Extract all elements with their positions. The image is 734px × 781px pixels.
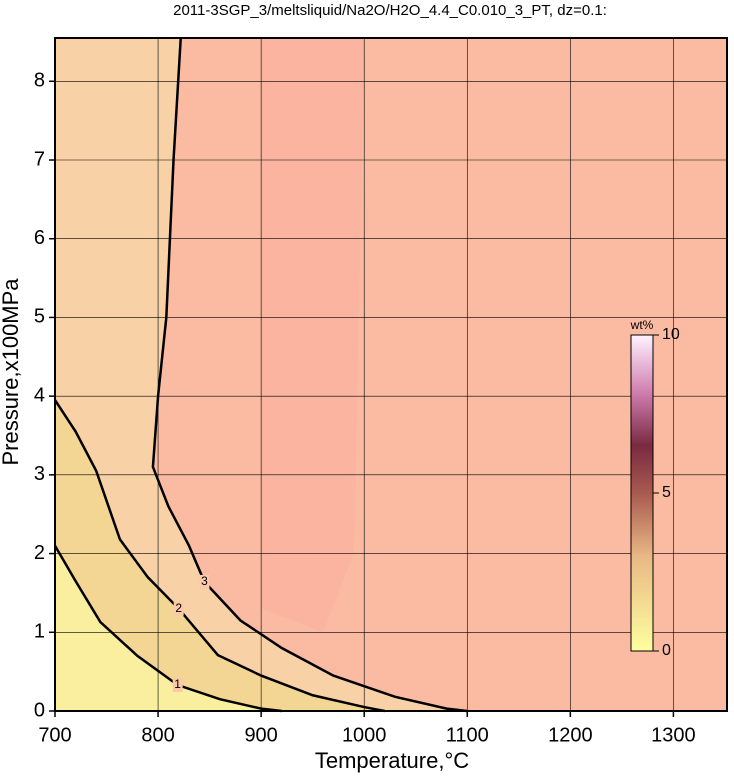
y-tick-label: 7	[34, 148, 45, 170]
background-band	[261, 38, 365, 633]
y-tick-label: 2	[34, 542, 45, 564]
contour-line	[151, 37, 468, 713]
x-axis-label: Temperature,°C	[315, 748, 469, 773]
y-tick-label: 5	[34, 306, 45, 328]
plot-frame	[54, 37, 728, 712]
contour-label: 2	[175, 601, 182, 615]
x-tick-label: 1000	[342, 724, 387, 746]
contour-label-bg	[199, 574, 210, 589]
x-tick-label: 1200	[548, 724, 593, 746]
x-tick-label: 800	[141, 724, 174, 746]
contour-label: 3	[201, 574, 208, 588]
x-tick-label: 900	[244, 724, 277, 746]
colorbar-tick-label: 5	[662, 484, 671, 501]
contour-region	[55, 38, 282, 711]
contour-label: 1	[174, 677, 181, 691]
colorbar-tick-label: 10	[662, 326, 680, 343]
colorbar-tick-label: 0	[662, 642, 671, 659]
y-tick-label: 4	[34, 384, 45, 406]
y-tick-label: 1	[34, 621, 45, 643]
y-tick-label: 8	[34, 70, 45, 92]
y-tick-label: 6	[34, 227, 45, 249]
colorbar	[630, 334, 654, 652]
y-tick-label: 0	[34, 699, 45, 721]
contour-line	[53, 545, 282, 713]
x-tick-label: 1300	[651, 724, 696, 746]
x-tick-label: 700	[38, 724, 71, 746]
contour-label-bg	[172, 678, 183, 693]
y-tick-label: 3	[34, 463, 45, 485]
x-tick-label: 1100	[446, 724, 489, 746]
contour-label-bg	[173, 601, 184, 616]
chart-title: 2011-3SGP_3/meltsliquid/Na2O/H2O_4.4_C0.…	[173, 2, 607, 19]
colorbar-label: wt%	[630, 318, 654, 332]
y-axis-label: Pressure,x100MPa	[0, 278, 23, 466]
